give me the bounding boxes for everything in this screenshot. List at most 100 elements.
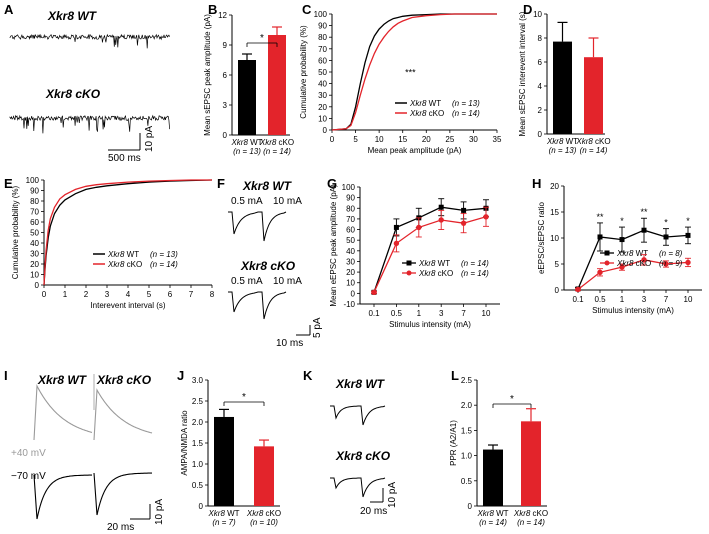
x-tick-label: 2 — [84, 290, 89, 299]
n-label: (n = 13) — [233, 147, 261, 156]
legend-n-label: (n = 14) — [461, 259, 489, 268]
y-tick-label: 1.5 — [461, 426, 473, 435]
y-tick-label: 12 — [218, 11, 227, 20]
x-tick-label: 0.1 — [572, 295, 584, 304]
y-axis-label: PPR (A2/A1) — [449, 420, 458, 466]
legend-label: Xkr8 WT — [616, 249, 648, 258]
series-line-cko — [331, 13, 497, 131]
data-point-wt — [461, 207, 467, 213]
panel-f-stim-low-wt: 0.5 mA — [231, 196, 263, 207]
legend-n-label: (n = 9) — [659, 259, 683, 268]
series-line-cko — [373, 216, 487, 293]
x-tick-label: 0.5 — [391, 309, 403, 318]
y-tick-label: 10 — [550, 234, 559, 243]
significance-marker: * — [510, 394, 514, 405]
x-tick-label: 0 — [330, 135, 335, 144]
x-tick-label: 7 — [189, 290, 194, 299]
y-tick-label: 3 — [223, 101, 228, 110]
y-tick-label: 10 — [533, 10, 542, 19]
panel-letter: L — [451, 368, 459, 383]
legend-n-label: (n = 14) — [452, 109, 480, 118]
data-point-cko — [460, 220, 467, 226]
series-line-wt — [43, 179, 213, 286]
x-tick-label: 30 — [469, 135, 478, 144]
legend-label: Xkr8 WT — [107, 250, 139, 259]
y-tick-label: 6 — [223, 71, 228, 80]
y-tick-label: 20 — [550, 182, 559, 191]
x-tick-label: 15 — [398, 135, 407, 144]
nmda-trace-cko — [93, 388, 153, 441]
eepsc-trace-wt — [228, 211, 287, 242]
panel-letter: H — [532, 176, 541, 191]
y-tick-label: 50 — [346, 236, 355, 245]
y-tick-label: 30 — [346, 257, 355, 266]
ppr-trace-cko — [330, 477, 386, 498]
y-tick-label: 0.5 — [192, 481, 204, 490]
y-tick-label: 40 — [30, 239, 39, 248]
x-axis-label: Interevent interval (s) — [90, 301, 165, 310]
y-tick-label: 0 — [555, 286, 560, 295]
y-tick-label: 70 — [346, 215, 355, 224]
y-tick-label: 60 — [318, 56, 327, 65]
x-tick-label: 1 — [417, 309, 422, 318]
series-line-wt — [577, 229, 689, 290]
significance-marker: * — [620, 216, 624, 226]
y-axis-label: eEPSC/sEPSC ratio — [537, 201, 546, 274]
y-tick-label: 50 — [318, 68, 327, 77]
x-tick-label: 10 — [684, 295, 693, 304]
ampa-trace-wt — [33, 474, 92, 520]
x-tick-label: 6 — [168, 290, 173, 299]
significance-marker: * — [664, 218, 668, 228]
panel-letter-a: A — [4, 2, 14, 17]
panel-letter: B — [208, 2, 217, 17]
x-tick-label: 1 — [620, 295, 625, 304]
scale-bar-y-label: 10 pA — [154, 499, 165, 525]
significance-marker: * — [260, 33, 264, 44]
y-tick-label: 90 — [346, 194, 355, 203]
y-tick-label: 60 — [30, 218, 39, 227]
legend-label: Xkr8 WT — [418, 259, 450, 268]
y-tick-label: 1.5 — [192, 439, 204, 448]
x-tick-label: 7 — [664, 295, 669, 304]
data-point-cko — [371, 289, 377, 295]
legend-marker — [406, 260, 412, 266]
legend-n-label: (n = 13) — [452, 99, 480, 108]
n-label: (n = 14) — [479, 518, 507, 527]
y-tick-label: 100 — [26, 176, 40, 185]
x-category-label: Xkr8 WT — [230, 138, 262, 147]
panel-f: F Xkr8 WT 0.5 mA 10 mA Xkr8 cKO 0.5 mA 1… — [217, 176, 323, 349]
scale-bar-x-label: 500 ms — [108, 153, 141, 164]
sepsc-trace-wt — [9, 33, 170, 49]
data-point-cko — [663, 261, 669, 267]
panel-letter: G — [327, 176, 337, 191]
legend-label: Xkr8 cKO — [107, 260, 142, 269]
data-point-wt — [663, 234, 669, 240]
panel-letter-i: I — [4, 368, 8, 383]
y-tick-label: 50 — [30, 229, 39, 238]
bar-wt — [553, 41, 572, 134]
legend-label: Xkr8 cKO — [616, 259, 651, 268]
panel-f-stim-low-cko: 0.5 mA — [231, 276, 263, 287]
y-tick-label: 8 — [538, 34, 543, 43]
n-label: (n = 10) — [250, 518, 278, 527]
x-tick-label: 0.1 — [368, 309, 380, 318]
x-axis-label: Stimulus intensity (mA) — [389, 320, 471, 329]
y-tick-label: 70 — [30, 208, 39, 217]
legend-n-label: (n = 14) — [150, 260, 178, 269]
y-tick-label: 3.0 — [192, 376, 204, 385]
y-tick-label: 0.5 — [461, 477, 473, 486]
x-tick-label: 3 — [439, 309, 444, 318]
panel-letter: D — [523, 2, 532, 17]
x-tick-label: 20 — [422, 135, 431, 144]
panel-i-wt-label: Xkr8 WT — [37, 373, 88, 387]
data-point-cko — [393, 240, 400, 247]
significance-marker: * — [686, 216, 690, 226]
legend-label: Xkr8 cKO — [418, 269, 453, 278]
y-tick-label: 9 — [223, 41, 228, 50]
y-axis-label: Mean sEPSC interevent interval (s) — [518, 11, 527, 136]
bar-wt — [483, 449, 503, 506]
y-tick-label: 0 — [351, 289, 356, 298]
